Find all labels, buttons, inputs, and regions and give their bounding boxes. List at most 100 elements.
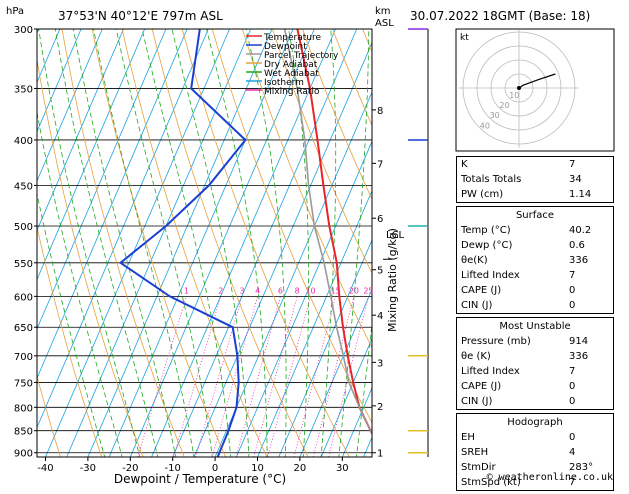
table-key: CIN (J): [461, 300, 493, 311]
isotherm-line: [37, 29, 167, 330]
mixing-ratio-line: [328, 296, 369, 457]
x-tick-label: -10: [165, 463, 181, 474]
table-key: Temp (°C): [461, 225, 511, 236]
isotherm-line: [151, 29, 336, 457]
isotherm-line: [37, 29, 103, 182]
table-key: θe(K): [461, 255, 488, 266]
header-location: 37°53'N 40°12'E 797m ASL: [58, 9, 223, 23]
km-tick-label: 8: [377, 106, 383, 117]
mixing-ratio-line: [137, 296, 187, 457]
mixing-ratio-label: 8: [295, 286, 300, 295]
table-row: EH 0: [457, 430, 613, 445]
hodograph-ring-label: 40: [480, 121, 490, 130]
isotherm-line: [278, 239, 372, 457]
pressure-tick-label: 900: [14, 449, 33, 460]
km-tick-label: 2: [377, 402, 383, 413]
wet-adiabat: [54, 29, 159, 457]
dry-adiabat: [37, 225, 103, 457]
isotherm-line: [299, 288, 372, 457]
dry-adiabat: [37, 374, 61, 457]
mixing-ratio-line: [312, 296, 355, 457]
isotherm-line: [45, 29, 230, 457]
isotherm-line: [37, 29, 82, 133]
legend-label: Mixing Ratio: [264, 87, 320, 97]
mixing-ratio-label: 4: [255, 286, 260, 295]
chart-series: [118, 29, 372, 457]
km-tick-label: 3: [377, 358, 383, 369]
hodograph-center: [517, 86, 521, 90]
table-key: Dewp (°C): [461, 240, 513, 251]
table-row: Dewp (°C) 0.6: [457, 238, 613, 253]
table-row: θe(K) 336: [457, 253, 613, 268]
dry-adiabat: [181, 29, 350, 457]
table-row: CIN (J) 0: [457, 394, 613, 409]
x-tick-label: 20: [294, 463, 307, 474]
pressure-tick-label: 650: [14, 323, 33, 334]
pressure-tick-label: 600: [14, 292, 33, 303]
table-row: StmSpd (kt) 7: [457, 475, 613, 490]
dry-adiabat: [91, 29, 226, 457]
pressure-tick-label: 550: [14, 259, 33, 270]
mixing-ratio-label: 20: [349, 286, 359, 295]
x-tick-label: 30: [336, 463, 349, 474]
isotherm-line: [37, 29, 209, 429]
isotherm-line: [66, 29, 252, 457]
mixing-ratio-axis-label: Mixing Ratio (g/kg): [386, 228, 399, 332]
legend-label: Isotherm: [264, 78, 304, 88]
legend-label: Dry Adiabat: [264, 60, 318, 70]
pressure-tick-label: 850: [14, 427, 33, 438]
table-value: 34: [569, 174, 582, 185]
table-value: 0: [569, 432, 576, 443]
x-tick-label: -30: [80, 463, 96, 474]
table-key: CAPE (J): [461, 285, 502, 296]
table-value: 7: [569, 270, 576, 281]
wet-adiabat: [38, 29, 141, 457]
table-key: Pressure (mb): [461, 336, 531, 347]
chart-grid: [37, 29, 372, 457]
table-key: CAPE (J): [461, 381, 502, 392]
chart-axes: 1 2 3 4 6 8 10 15 20 2530035040045050055060065070…: [14, 25, 374, 474]
series-parcel-trajectory: [283, 29, 372, 436]
table-value: 0: [569, 396, 576, 407]
table-row: StmDir 283°: [457, 460, 613, 475]
header-datetime: 30.07.2022 18GMT (Base: 18): [410, 9, 590, 23]
altitude-unit-asl: ASL: [375, 18, 394, 29]
hodograph-stats-block: Hodograph EH 0 SREH 4 StmDir 283° StmSpd (kt) 7: [456, 413, 614, 491]
pressure-tick-label: 450: [14, 181, 33, 192]
dry-adiabat: [121, 29, 268, 457]
km-axis: 1 2 3 4 5 6 7 8: [372, 106, 392, 460]
altitude-unit-km: km: [375, 6, 391, 17]
wet-adiabat: [93, 29, 195, 457]
table-key: PW (cm): [461, 189, 504, 200]
mixing-ratio-label: 2: [218, 286, 223, 295]
table-value: 7: [569, 366, 576, 377]
table-value: 40.2: [569, 225, 592, 236]
table-row: Lifted Index 7: [457, 268, 613, 283]
table-key: StmSpd (kt): [461, 477, 521, 488]
wet-adiabat: [171, 29, 250, 457]
surface-title: Surface: [515, 210, 555, 221]
legend-label: Temperature: [263, 33, 321, 43]
dry-adiabat: [302, 29, 372, 201]
x-axis-label: Dewpoint / Temperature (°C): [114, 472, 286, 486]
isotherm-line: [37, 29, 146, 281]
mixing-ratio-label: 15: [330, 286, 340, 295]
footer-credit: © weatheronline.co.uk: [486, 472, 613, 483]
table-value: 0: [569, 285, 576, 296]
km-tick-label: 6: [377, 214, 383, 225]
pressure-unit: hPa: [6, 6, 24, 17]
table-value: 7: [569, 159, 576, 170]
table-key: K: [461, 159, 468, 170]
wet-adiabat: [37, 110, 123, 457]
table-value: 7: [569, 477, 576, 488]
stability-table: K 7 Totals Totals 34 PW (cm) 1.14 Surface Tem…: [456, 156, 614, 494]
indices-block: K 7 Totals Totals 34 PW (cm) 1.14: [456, 156, 614, 203]
plot-frame: [36, 28, 373, 458]
isotherm-line: [37, 29, 188, 380]
x-tick-label: -20: [122, 463, 138, 474]
most-unstable-block: Most Unstable Pressure (mb) 914 θe (K) 336 L…: [456, 317, 614, 410]
isotherm-line: [172, 29, 358, 457]
mixing-ratio-label: 25: [363, 286, 373, 295]
